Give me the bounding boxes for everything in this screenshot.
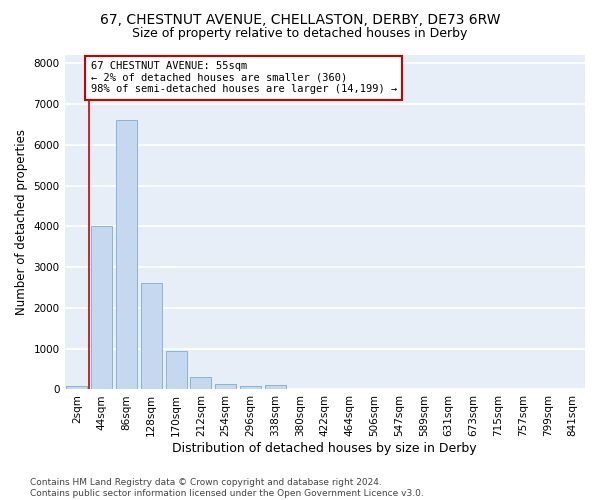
Text: Size of property relative to detached houses in Derby: Size of property relative to detached ho… <box>133 28 467 40</box>
Text: 67 CHESTNUT AVENUE: 55sqm
← 2% of detached houses are smaller (360)
98% of semi-: 67 CHESTNUT AVENUE: 55sqm ← 2% of detach… <box>91 61 397 94</box>
X-axis label: Distribution of detached houses by size in Derby: Distribution of detached houses by size … <box>172 442 477 455</box>
Bar <box>240 386 261 390</box>
Text: Contains HM Land Registry data © Crown copyright and database right 2024.
Contai: Contains HM Land Registry data © Crown c… <box>30 478 424 498</box>
Y-axis label: Number of detached properties: Number of detached properties <box>15 129 28 315</box>
Text: 67, CHESTNUT AVENUE, CHELLASTON, DERBY, DE73 6RW: 67, CHESTNUT AVENUE, CHELLASTON, DERBY, … <box>100 12 500 26</box>
Bar <box>215 384 236 390</box>
Bar <box>91 226 112 390</box>
Bar <box>67 386 88 390</box>
Bar <box>116 120 137 390</box>
Bar <box>190 377 211 390</box>
Bar <box>166 350 187 390</box>
Bar <box>141 284 162 390</box>
Bar <box>265 386 286 390</box>
